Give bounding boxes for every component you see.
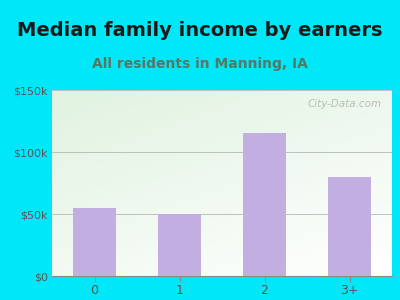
Bar bbox=[243, 134, 286, 276]
Bar bbox=[73, 208, 116, 276]
Bar bbox=[328, 177, 371, 276]
Text: All residents in Manning, IA: All residents in Manning, IA bbox=[92, 57, 308, 71]
Bar bbox=[158, 214, 201, 276]
Text: City-Data.com: City-Data.com bbox=[308, 99, 382, 109]
Text: Median family income by earners: Median family income by earners bbox=[17, 21, 383, 40]
